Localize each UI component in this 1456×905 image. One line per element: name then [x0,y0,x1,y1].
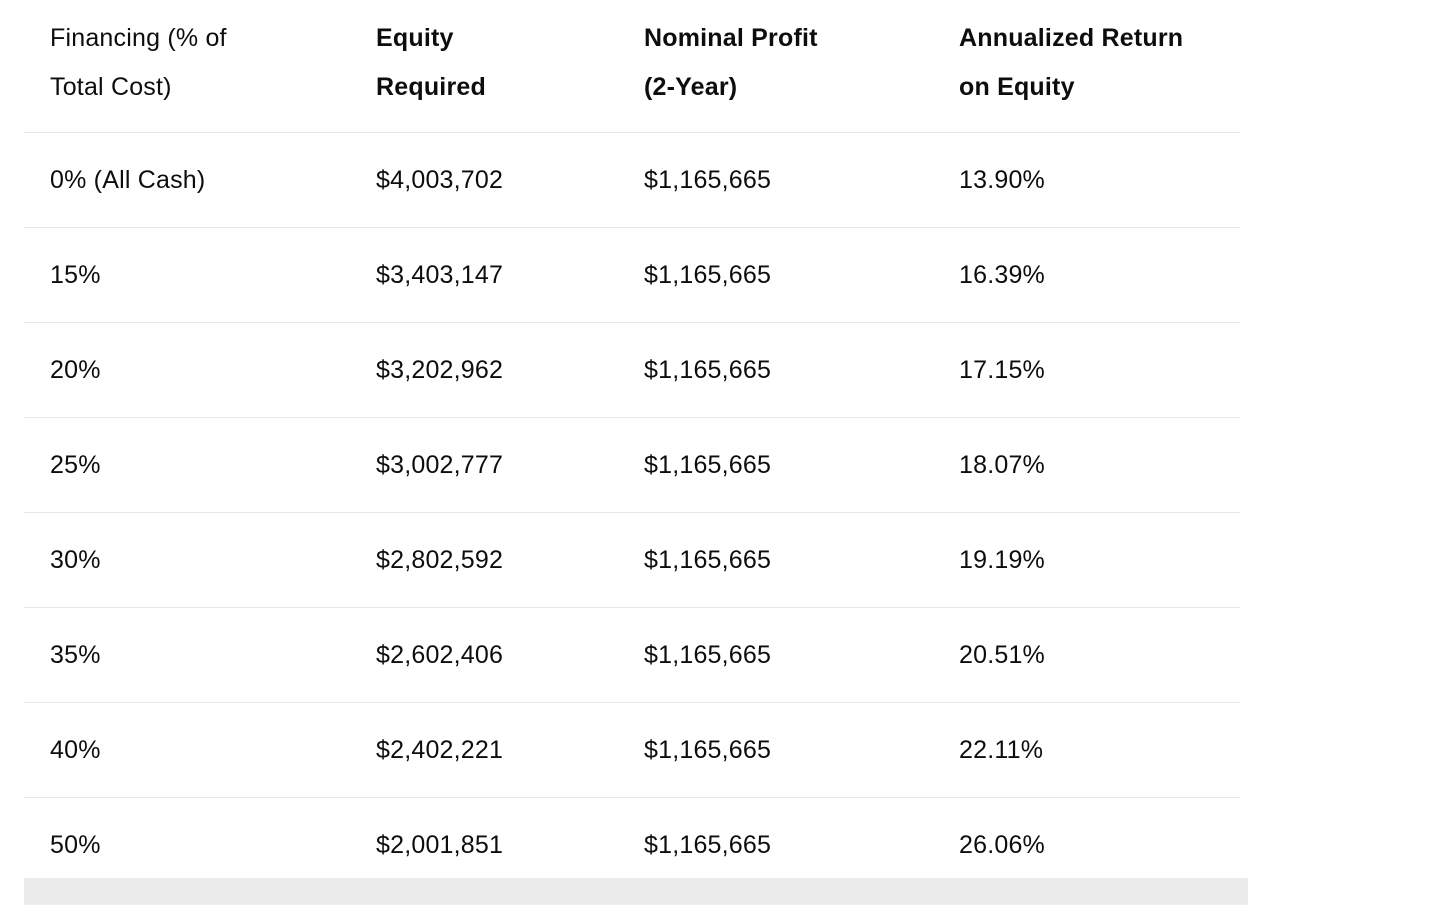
table-cell: $2,602,406 [350,607,618,703]
table-row: 35% $2,602,406 $1,165,665 20.51% [24,607,1240,703]
table-cell: 20.51% [933,607,1240,703]
financing-table-container: Financing (% of Total Cost) Equity Requi… [24,0,1240,892]
column-header-annualized-return: Annualized Return on Equity [959,24,1184,101]
column-header-equity-required: Equity Required [376,24,486,101]
table-row: 20% $3,202,962 $1,165,665 17.15% [24,322,1240,418]
table-cell: $2,001,851 [350,797,618,892]
table-row: 50% $2,001,851 $1,165,665 26.06% [24,797,1240,892]
table-cell: 19.19% [933,512,1240,608]
table-cell: 26.06% [933,797,1240,892]
table-cell: 50% [24,797,350,892]
table-cell: 15% [24,227,350,323]
table-cell: $1,165,665 [618,227,933,323]
table-cell: 17.15% [933,322,1240,418]
table-row: 40% $2,402,221 $1,165,665 22.11% [24,702,1240,798]
table-row: 25% $3,002,777 $1,165,665 18.07% [24,417,1240,513]
table-cell: $4,003,702 [350,132,618,228]
table-cell: 13.90% [933,132,1240,228]
table-cell: 35% [24,607,350,703]
table-cell: $1,165,665 [618,797,933,892]
table-row: 30% $2,802,592 $1,165,665 19.19% [24,512,1240,608]
column-header-nominal-profit: Nominal Profit (2-Year) [644,24,818,101]
table-cell: 25% [24,417,350,513]
financing-table: Financing (% of Total Cost) Equity Requi… [24,0,1240,892]
table-header-row: Financing (% of Total Cost) Equity Requi… [24,0,1240,133]
table-cell: $2,802,592 [350,512,618,608]
table-header: Financing (% of Total Cost) Equity Requi… [24,0,1240,133]
table-cell: $1,165,665 [618,512,933,608]
table-cell: $1,165,665 [618,322,933,418]
table-cell: $1,165,665 [618,607,933,703]
table-row: 15% $3,403,147 $1,165,665 16.39% [24,227,1240,323]
table-cell: $3,403,147 [350,227,618,323]
table-cell: 20% [24,322,350,418]
table-cell: 22.11% [933,702,1240,798]
table-cell: 40% [24,702,350,798]
table-cell: $1,165,665 [618,702,933,798]
table-cell: $1,165,665 [618,132,933,228]
table-cell: 30% [24,512,350,608]
table-cell: $1,165,665 [618,417,933,513]
table-cell: $3,002,777 [350,417,618,513]
table-row: 0% (All Cash) $4,003,702 $1,165,665 13.90% [24,132,1240,228]
table-cell: $2,402,221 [350,702,618,798]
table-cell: 0% (All Cash) [24,132,350,228]
partial-block-below-table [24,878,1248,905]
table-cell: $3,202,962 [350,322,618,418]
column-header-financing: Financing (% of Total Cost) [50,24,227,101]
table-cell: 16.39% [933,227,1240,323]
table-cell: 18.07% [933,417,1240,513]
table-body: 0% (All Cash) $4,003,702 $1,165,665 13.90% 1… [24,132,1240,892]
